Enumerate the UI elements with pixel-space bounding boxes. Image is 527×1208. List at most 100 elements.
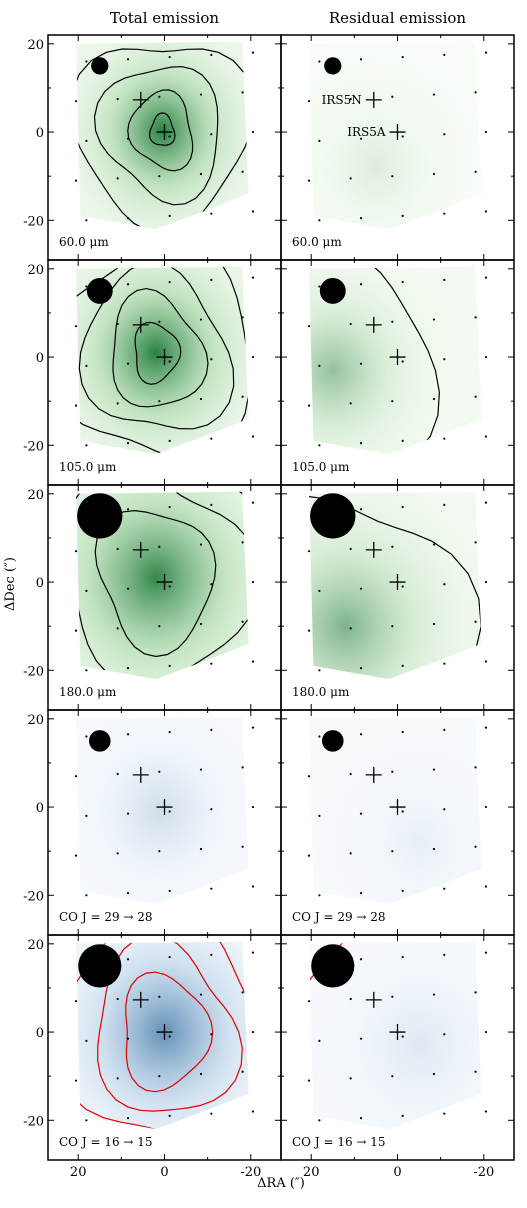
x-axis-label: ΔRA (″) [257, 1176, 305, 1191]
source-cross [156, 1024, 173, 1041]
pointing-dot [210, 662, 213, 665]
emission-intensity [309, 491, 482, 680]
panel-3-1: CO J = 29 → 28 [280, 709, 515, 936]
pointing-dot [307, 775, 311, 778]
x-tick-label: -20 [473, 1165, 494, 1180]
pointing-dot [484, 805, 488, 809]
pointing-dot [349, 97, 352, 101]
pointing-dot [443, 437, 446, 440]
pointing-dot [241, 170, 244, 173]
pointing-dot [484, 51, 488, 54]
pointing-dot [359, 441, 363, 445]
pointing-dot [168, 889, 171, 892]
pointing-dot [74, 100, 78, 103]
pointing-dot [74, 1079, 78, 1082]
pointing-dot [318, 285, 321, 288]
contour-level [76, 48, 249, 230]
pointing-dot [359, 508, 363, 511]
pointing-dot [401, 505, 404, 509]
pointing-dot [251, 501, 255, 504]
contour-level [93, 66, 219, 206]
pointing-dot [116, 627, 119, 630]
pointing-dot [443, 808, 446, 811]
pointing-dot [401, 810, 404, 813]
pointing-dot [85, 894, 88, 897]
column-title: Total emission [110, 9, 220, 27]
pointing-dot [199, 993, 203, 996]
pointing-dot [432, 318, 436, 321]
pointing-dot [401, 280, 404, 284]
pointing-dot [432, 847, 436, 851]
pointing-dot [85, 364, 88, 367]
pointing-dot [391, 1075, 394, 1078]
pointing-dot [210, 437, 213, 440]
pointing-dot [359, 362, 363, 365]
pointing-dot [126, 216, 130, 220]
pointing-dot [251, 435, 255, 438]
pointing-dot [210, 358, 213, 361]
pointing-dot [85, 1119, 88, 1122]
pointing-dot [210, 953, 213, 956]
panel-label: 105.0 μm [292, 460, 350, 474]
y-tick-label: -20 [23, 439, 44, 454]
pointing-dot [116, 402, 119, 405]
pointing-dot [158, 320, 161, 323]
pointing-dot [484, 885, 488, 888]
beam-disk [310, 493, 356, 539]
pointing-dot [116, 852, 119, 855]
y-tick-label: -20 [23, 1114, 44, 1129]
y-tick-label: -20 [23, 664, 44, 679]
source-cross [389, 124, 406, 141]
pointing-dot [307, 1079, 311, 1082]
beam-disk [77, 493, 123, 539]
emission-intensity [76, 41, 249, 230]
tick-marks [281, 260, 514, 485]
pointing-dot [116, 177, 119, 180]
panel-4-1: CO J = 16 → 15 20 0 -20 [280, 934, 515, 1180]
pointing-dot [318, 735, 321, 738]
pointing-dot [307, 1000, 311, 1003]
pointing-dot [168, 955, 171, 959]
pointing-dot [391, 995, 394, 998]
pointing-dot [158, 850, 161, 853]
tick-marks [48, 35, 281, 260]
pointing-dot [126, 283, 130, 286]
pointing-dot [210, 212, 213, 215]
y-tick-label: -20 [23, 214, 44, 229]
pointing-dot [210, 53, 213, 56]
pointing-dot [168, 135, 171, 138]
pointing-dot [199, 172, 203, 176]
pointing-dot [241, 91, 244, 94]
pointing-dot [74, 179, 78, 182]
pointing-dot [359, 958, 363, 961]
pointing-dot [126, 58, 130, 61]
tick-marks [281, 485, 514, 710]
contour-level [97, 941, 243, 1112]
source-cross [389, 349, 406, 366]
pointing-dot [484, 435, 488, 438]
pointing-dot [210, 503, 213, 506]
pointing-dot [74, 1000, 78, 1003]
pointing-dot [85, 589, 88, 592]
pointing-dot [85, 735, 88, 738]
pointing-dot [484, 660, 488, 663]
source-label: IRS5N [322, 93, 362, 107]
pointing-dot [443, 278, 446, 281]
panel-label: 105.0 μm [59, 460, 117, 474]
beam-disk [319, 277, 346, 304]
pointing-dot [401, 664, 404, 667]
pointing-dot [318, 669, 321, 672]
pointing-dot [443, 212, 446, 215]
pointing-dot [474, 91, 477, 94]
pointing-dot [349, 322, 352, 326]
pointing-dot [474, 991, 477, 994]
pointing-dot [241, 991, 244, 994]
pointing-dot [432, 768, 436, 771]
pointing-dot [241, 1070, 244, 1073]
emission-intensity [309, 266, 458, 455]
source-cross [156, 799, 173, 816]
pointing-dot [359, 1116, 363, 1120]
y-tick-label: -20 [23, 889, 44, 904]
source-cross [156, 349, 173, 366]
beam-disk [311, 944, 355, 988]
